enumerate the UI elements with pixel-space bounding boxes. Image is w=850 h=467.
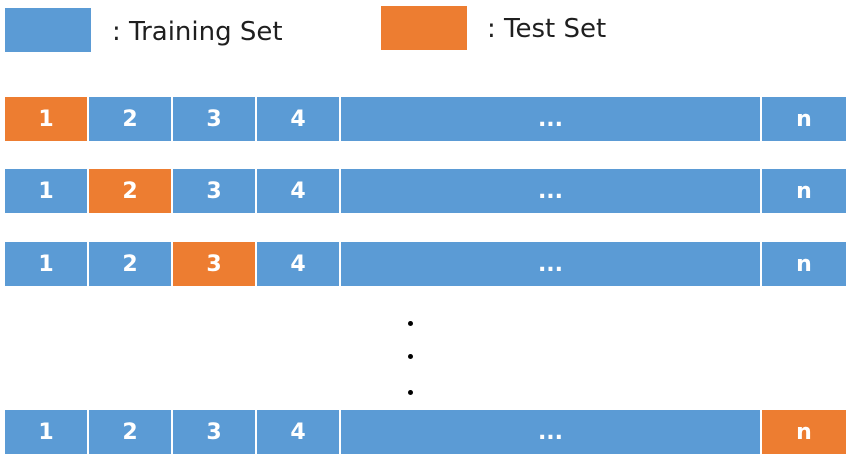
test-set-label: : Test Set [487, 14, 607, 44]
ellipsis-dot [408, 321, 413, 326]
training-fold-cell-ellipsis: ... [341, 97, 762, 141]
training-fold-cell-ellipsis: ... [341, 242, 762, 286]
training-fold-cell-3: 3 [173, 410, 257, 454]
test-fold-cell-3: 3 [173, 242, 257, 286]
training-fold-cell-n: n [762, 169, 846, 213]
test-set-swatch [381, 6, 467, 50]
training-fold-cell-ellipsis: ... [341, 169, 762, 213]
training-fold-cell-n: n [762, 242, 846, 286]
training-fold-cell-4: 4 [257, 410, 341, 454]
training-fold-cell-2: 2 [89, 97, 173, 141]
ellipsis-dot [408, 354, 413, 359]
training-fold-cell-4: 4 [257, 97, 341, 141]
fold-row-n: 1 2 3 4... n [5, 410, 846, 454]
training-fold-cell-1: 1 [5, 410, 89, 454]
fold-row-2: 1 2 3 4... n [5, 169, 846, 213]
ellipsis-dot [408, 390, 413, 395]
fold-row-3: 1 2 3 4... n [5, 242, 846, 286]
test-fold-cell-2: 2 [89, 169, 173, 213]
training-fold-cell-4: 4 [257, 242, 341, 286]
test-fold-cell-1: 1 [5, 97, 89, 141]
training-fold-cell-4: 4 [257, 169, 341, 213]
training-set-swatch [5, 8, 91, 52]
test-fold-cell-n: n [762, 410, 846, 454]
training-fold-cell-2: 2 [89, 242, 173, 286]
fold-row-1: 1 2 3 4... n [5, 97, 846, 141]
training-fold-cell-1: 1 [5, 242, 89, 286]
training-fold-cell-3: 3 [173, 97, 257, 141]
training-fold-cell-n: n [762, 97, 846, 141]
training-fold-cell-2: 2 [89, 410, 173, 454]
training-fold-cell-3: 3 [173, 169, 257, 213]
training-fold-cell-ellipsis: ... [341, 410, 762, 454]
training-fold-cell-1: 1 [5, 169, 89, 213]
training-set-label: : Training Set [112, 17, 283, 47]
